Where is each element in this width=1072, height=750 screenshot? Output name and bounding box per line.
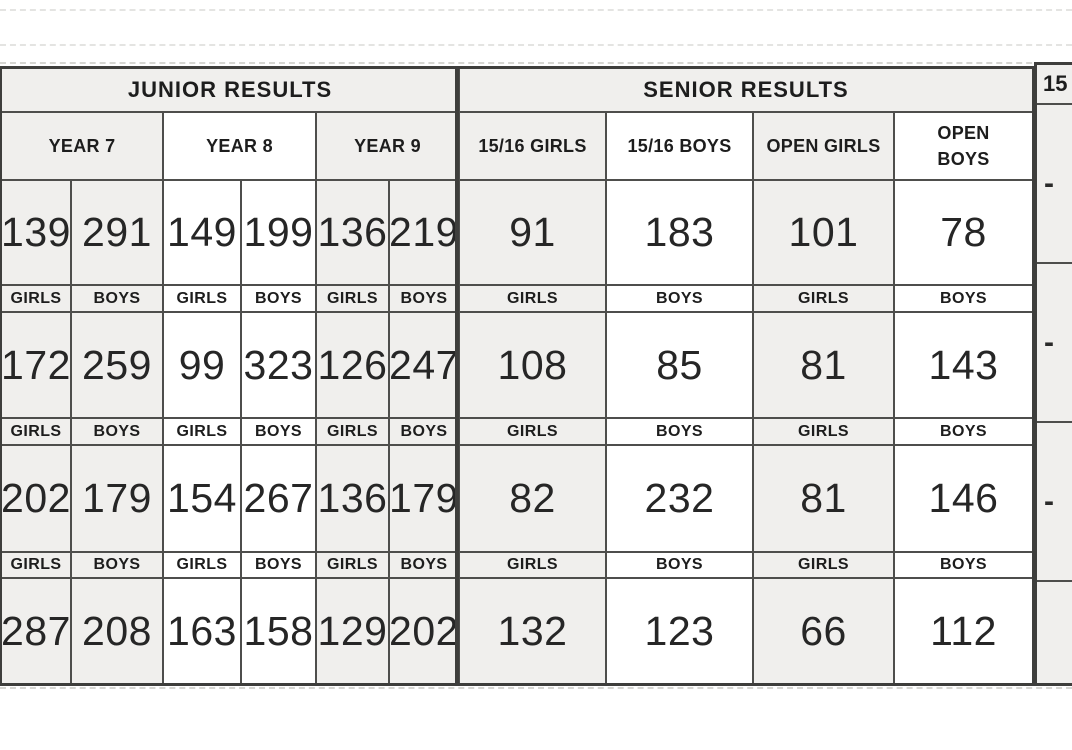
label-cell-girls: GIRLS (754, 553, 893, 577)
data-cell-r4-y9-girls: 129 (317, 579, 388, 683)
label-cell-boys: BOYS (72, 553, 162, 577)
data-cell-r4-y7-boys: 208 (72, 579, 162, 683)
side-table-header-fragment: 15 (1037, 65, 1072, 105)
data-cell-r2-y8-girls: 99 (164, 313, 240, 417)
data-cell-r4-y8-girls: 163 (164, 579, 240, 683)
side-table-cell-fragment: - (1037, 264, 1072, 423)
label-cell-boys: BOYS (895, 419, 1032, 444)
page-break-dashed-line-below-table (0, 687, 1072, 689)
label-cell-boys: BOYS (72, 419, 162, 444)
page-break-dashed-line-upper (0, 44, 1072, 46)
data-cell-r4-1516-boys: 123 (607, 579, 752, 683)
data-cell-r2-open-girls: 81 (754, 313, 893, 417)
data-cell-r3-y7-girls: 202 (1, 446, 70, 551)
label-cell-boys: BOYS (607, 419, 752, 444)
label-cell-girls: GIRLS (754, 286, 893, 311)
page-break-dashed-line-above-table (0, 62, 1072, 64)
page-break-dashed-line-top (0, 9, 1072, 11)
data-cell-r3-y9-boys: 179 (389, 446, 458, 551)
senior-1516-girls-column-header: 15/16 GIRLS (460, 113, 605, 179)
data-cell-r2-1516-girls: 108 (460, 313, 605, 417)
senior-results-header: SENIOR RESULTS (460, 69, 1032, 111)
senior-open-boys-column-header: OPEN BOYS (895, 113, 1032, 179)
data-cell-r3-y7-boys: 179 (72, 446, 162, 551)
data-cell-r1-y7-girls: 139 (1, 181, 70, 284)
data-cell-r3-open-boys: 146 (895, 446, 1032, 551)
data-cell-r1-y9-girls: 136 (317, 181, 388, 284)
data-cell-r3-y8-boys: 267 (242, 446, 315, 551)
data-cell-r3-1516-girls: 82 (460, 446, 605, 551)
data-cell-r2-y9-girls: 126 (317, 313, 388, 417)
year9-column-header: YEAR 9 (317, 113, 458, 179)
label-cell-girls: GIRLS (317, 419, 388, 444)
data-cell-r4-y7-girls: 287 (1, 579, 70, 683)
label-cell-girls: GIRLS (164, 553, 240, 577)
label-cell-girls: GIRLS (164, 419, 240, 444)
label-cell-boys: BOYS (242, 286, 315, 311)
label-cell-boys: BOYS (895, 553, 1032, 577)
data-cell-r1-1516-boys: 183 (607, 181, 752, 284)
label-cell-boys: BOYS (242, 553, 315, 577)
label-cell-girls: GIRLS (460, 419, 605, 444)
senior-1516-boys-column-header: 15/16 BOYS (607, 113, 752, 179)
data-cell-r1-y8-girls: 149 (164, 181, 240, 284)
data-cell-r3-open-girls: 81 (754, 446, 893, 551)
data-cell-r4-1516-girls: 132 (460, 579, 605, 683)
label-cell-girls: GIRLS (2, 553, 70, 577)
results-table: JUNIOR RESULTS SENIOR RESULTS YEAR 7 YEA… (0, 66, 1034, 686)
junior-results-header: JUNIOR RESULTS (2, 69, 458, 111)
data-cell-r4-open-boys: 112 (895, 579, 1032, 683)
data-cell-r1-y8-boys: 199 (242, 181, 315, 284)
year8-column-header: YEAR 8 (164, 113, 315, 179)
label-cell-boys: BOYS (607, 553, 752, 577)
label-cell-boys: BOYS (72, 286, 162, 311)
data-cell-r1-1516-girls: 91 (460, 181, 605, 284)
senior-open-girls-column-header: OPEN GIRLS (754, 113, 893, 179)
data-cell-r3-y9-girls: 136 (317, 446, 388, 551)
label-cell-boys: BOYS (895, 286, 1032, 311)
data-cell-r2-open-boys: 143 (895, 313, 1032, 417)
label-cell-girls: GIRLS (317, 286, 388, 311)
label-cell-boys: BOYS (242, 419, 315, 444)
data-cell-r4-y9-boys: 202 (389, 579, 458, 683)
label-cell-boys: BOYS (607, 286, 752, 311)
label-cell-boys: BOYS (390, 553, 458, 577)
side-table-cell-fragment (1037, 582, 1072, 676)
data-cell-r1-open-girls: 101 (754, 181, 893, 284)
data-cell-r2-y9-boys: 247 (389, 313, 458, 417)
data-cell-r4-y8-boys: 158 (242, 579, 315, 683)
label-cell-girls: GIRLS (164, 286, 240, 311)
label-cell-girls: GIRLS (754, 419, 893, 444)
cutoff-side-table: 15 - - - (1034, 62, 1072, 686)
data-cell-r3-y8-girls: 154 (164, 446, 240, 551)
data-cell-r2-1516-boys: 85 (607, 313, 752, 417)
label-cell-girls: GIRLS (2, 286, 70, 311)
data-cell-r1-open-boys: 78 (895, 181, 1032, 284)
data-cell-r2-y7-girls: 172 (1, 313, 70, 417)
label-cell-girls: GIRLS (2, 419, 70, 444)
data-cell-r1-y7-boys: 291 (72, 181, 162, 284)
label-cell-girls: GIRLS (317, 553, 388, 577)
data-cell-r3-1516-boys: 232 (607, 446, 752, 551)
label-cell-girls: GIRLS (460, 286, 605, 311)
data-cell-r2-y7-boys: 259 (72, 313, 162, 417)
label-cell-boys: BOYS (390, 419, 458, 444)
side-table-cell-fragment: - (1037, 105, 1072, 264)
label-cell-girls: GIRLS (460, 553, 605, 577)
data-cell-r2-y8-boys: 323 (242, 313, 315, 417)
side-table-cell-fragment: - (1037, 423, 1072, 582)
junior-senior-divider (455, 66, 459, 684)
year7-column-header: YEAR 7 (2, 113, 162, 179)
data-cell-r1-y9-boys: 219 (389, 181, 458, 284)
label-cell-boys: BOYS (390, 286, 458, 311)
data-cell-r4-open-girls: 66 (754, 579, 893, 683)
open-boys-wrapped-label: OPEN BOYS (937, 122, 990, 169)
